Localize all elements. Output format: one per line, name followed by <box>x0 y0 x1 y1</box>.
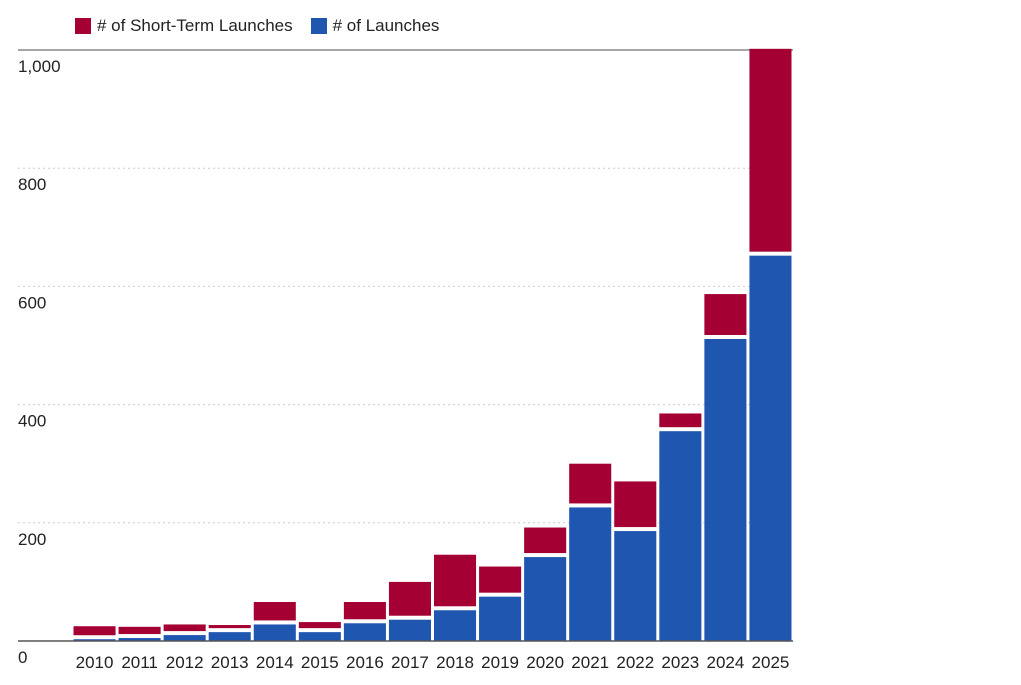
bar-short-term-2021 <box>569 463 612 504</box>
x-tick-label-2019: 2019 <box>481 653 519 672</box>
x-tick-label-2012: 2012 <box>166 653 204 672</box>
x-tick-label-2010: 2010 <box>76 653 114 672</box>
x-tick-label-2022: 2022 <box>616 653 654 672</box>
bar-launches-2018 <box>434 610 477 641</box>
legend-item-launches: # of Launches <box>310 16 440 36</box>
bar-launches-2016 <box>343 623 386 641</box>
y-tick-label-600: 600 <box>18 293 46 312</box>
bar-short-term-2012 <box>163 624 206 632</box>
bar-launches-2013 <box>208 632 251 641</box>
bar-short-term-2019 <box>479 566 522 593</box>
bar-short-term-2022 <box>614 481 657 528</box>
bar-launches-2025 <box>749 255 792 641</box>
bar-launches-2012 <box>163 635 206 641</box>
y-tick-label-800: 800 <box>18 175 46 194</box>
bar-short-term-2023 <box>659 413 702 428</box>
bar-short-term-2018 <box>434 554 477 607</box>
x-tick-label-2013: 2013 <box>211 653 249 672</box>
bar-launches-2022 <box>614 531 657 641</box>
bar-launches-2011 <box>118 638 161 641</box>
bar-launches-2010 <box>73 639 116 641</box>
bar-launches-2024 <box>704 338 747 641</box>
bar-launches-2020 <box>524 557 567 641</box>
bar-short-term-2013 <box>208 625 251 629</box>
bar-short-term-2011 <box>118 626 161 635</box>
legend: # of Short-Term Launches # of Launches <box>75 16 439 36</box>
bar-launches-2014 <box>253 624 296 641</box>
legend-label-launches: # of Launches <box>332 16 440 35</box>
x-tick-label-2014: 2014 <box>256 653 294 672</box>
bar-launches-2021 <box>569 507 612 641</box>
bar-launches-2015 <box>298 632 341 641</box>
y-tick-label-200: 200 <box>18 530 46 549</box>
x-tick-label-2024: 2024 <box>706 653 744 672</box>
legend-swatch-short-term <box>75 18 91 34</box>
legend-item-short-term: # of Short-Term Launches <box>75 16 293 36</box>
bar-short-term-2016 <box>343 601 386 620</box>
x-tick-label-2015: 2015 <box>301 653 339 672</box>
bar-launches-2023 <box>659 431 702 641</box>
legend-label-short-term: # of Short-Term Launches <box>97 16 293 35</box>
bar-short-term-2020 <box>524 527 567 554</box>
x-tick-label-2021: 2021 <box>571 653 609 672</box>
y-tick-label-0: 0 <box>18 648 27 667</box>
x-tick-label-2011: 2011 <box>121 653 158 672</box>
legend-swatch-launches <box>310 18 327 34</box>
bar-short-term-2017 <box>388 581 431 616</box>
x-tick-label-2016: 2016 <box>346 653 384 672</box>
y-tick-label-1000: 1,000 <box>18 57 61 76</box>
x-tick-label-2017: 2017 <box>391 653 429 672</box>
x-tick-label-2023: 2023 <box>661 653 699 672</box>
x-tick-label-2020: 2020 <box>526 653 564 672</box>
y-tick-label-400: 400 <box>18 412 46 431</box>
bar-short-term-2024 <box>704 294 747 335</box>
x-tick-label-2025: 2025 <box>752 653 790 672</box>
bar-short-term-2015 <box>298 622 341 629</box>
bar-short-term-2014 <box>253 601 296 621</box>
x-tick-label-2018: 2018 <box>436 653 474 672</box>
bar-short-term-2025 <box>749 48 792 252</box>
bar-short-term-2010 <box>73 626 116 636</box>
bar-launches-2017 <box>388 619 431 641</box>
bar-launches-2019 <box>479 596 522 641</box>
